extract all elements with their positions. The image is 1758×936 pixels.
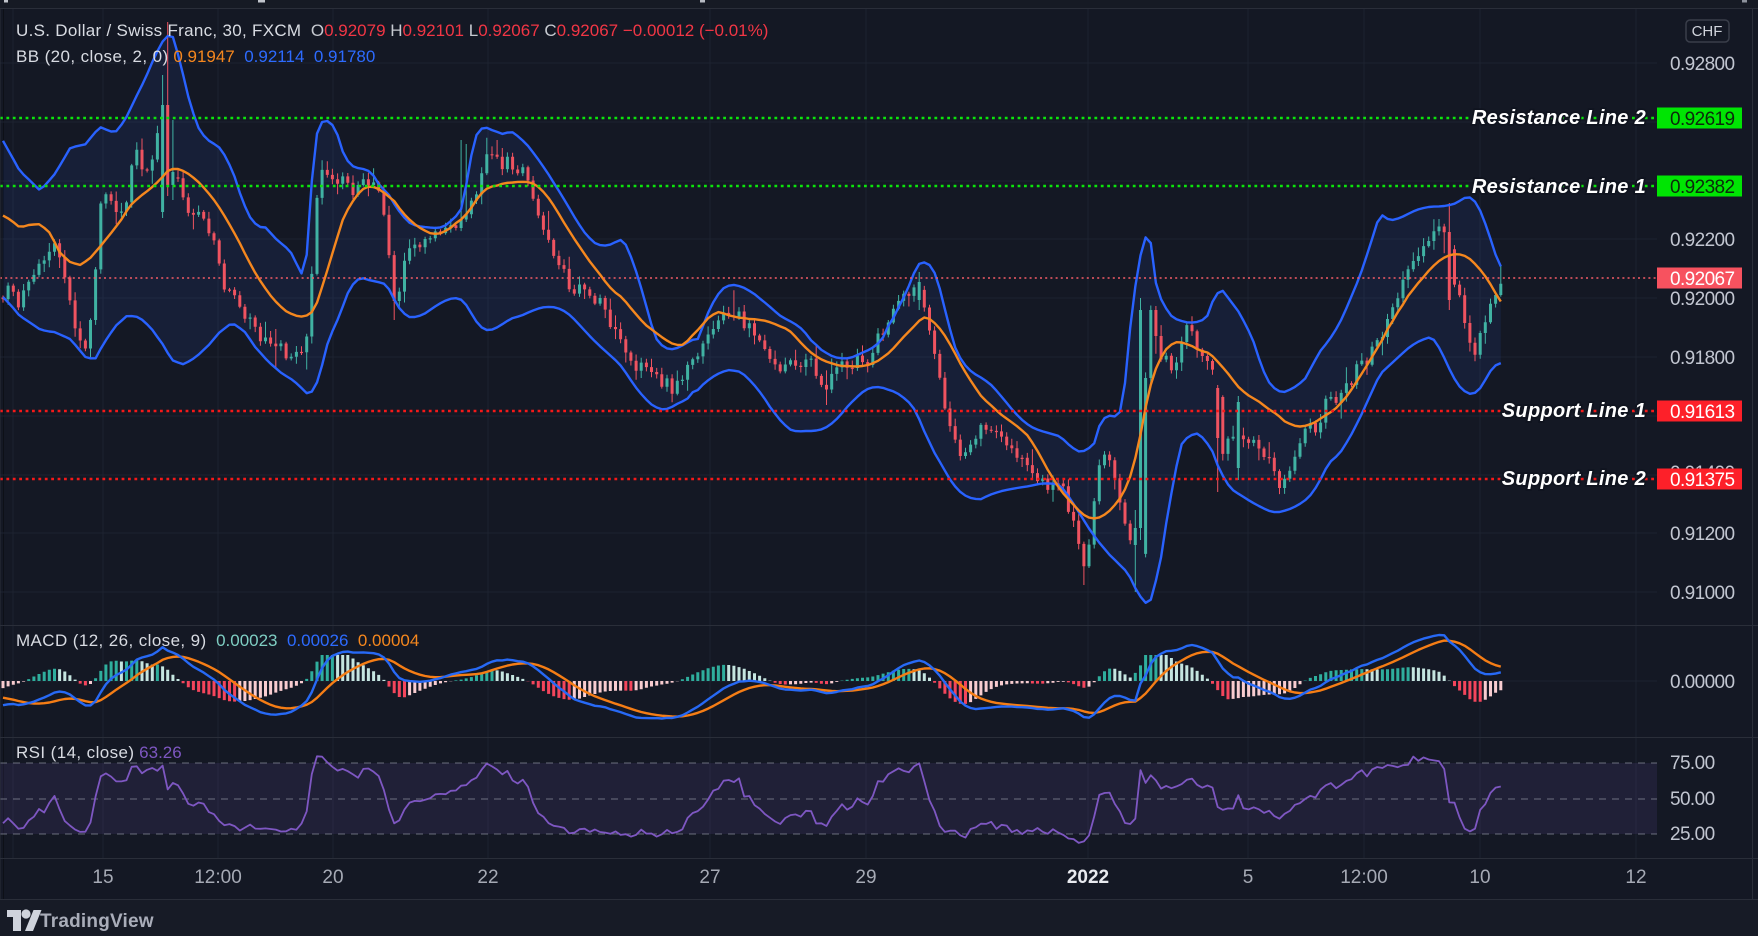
svg-text:0.91200: 0.91200 xyxy=(1670,524,1735,545)
svg-text:0.92800: 0.92800 xyxy=(1670,54,1735,75)
svg-text:2022: 2022 xyxy=(1067,867,1109,888)
svg-text:75.00: 75.00 xyxy=(1670,753,1715,774)
svg-text:5: 5 xyxy=(1243,867,1254,888)
svg-text:0.92382: 0.92382 xyxy=(1670,177,1735,198)
svg-text:Resistance Line 1: Resistance Line 1 xyxy=(1472,176,1646,198)
svg-text:12: 12 xyxy=(1625,867,1646,888)
svg-text:22: 22 xyxy=(477,867,498,888)
svg-text:U.S. Dollar / Swiss Franc, 30,: U.S. Dollar / Swiss Franc, 30, FXCM O0.9… xyxy=(16,21,768,40)
svg-text:Support Line 2: Support Line 2 xyxy=(1502,468,1646,490)
svg-text:TradingView: TradingView xyxy=(40,911,154,932)
svg-text:12:00: 12:00 xyxy=(194,867,242,888)
svg-text:0.91613: 0.91613 xyxy=(1670,402,1735,423)
svg-text:BB (20, close, 2, 0) 0.91947: BB (20, close, 2, 0) 0.91947 0.92114 0.9… xyxy=(16,47,375,66)
svg-text:0.92200: 0.92200 xyxy=(1670,230,1735,251)
svg-text:0.91375: 0.91375 xyxy=(1670,470,1735,491)
svg-text:0.92619: 0.92619 xyxy=(1670,109,1735,130)
svg-text:0.91000: 0.91000 xyxy=(1670,583,1735,604)
svg-text:0.92067: 0.92067 xyxy=(1670,269,1735,290)
svg-text:20: 20 xyxy=(322,867,343,888)
svg-text:0.92000: 0.92000 xyxy=(1670,289,1735,310)
svg-text:0.91800: 0.91800 xyxy=(1670,348,1735,369)
svg-text:Resistance Line 2: Resistance Line 2 xyxy=(1472,107,1646,129)
svg-text:12:00: 12:00 xyxy=(1340,867,1388,888)
svg-text:10: 10 xyxy=(1469,867,1490,888)
svg-text:15: 15 xyxy=(92,867,113,888)
svg-text:50.00: 50.00 xyxy=(1670,789,1715,810)
svg-text:Support Line 1: Support Line 1 xyxy=(1502,400,1646,422)
svg-text:25.00: 25.00 xyxy=(1670,824,1715,845)
svg-text:29: 29 xyxy=(855,867,876,888)
svg-text:27: 27 xyxy=(699,867,720,888)
svg-text:RSI (14, close) 63.26: RSI (14, close) 63.26 xyxy=(16,743,182,762)
svg-text:CHF: CHF xyxy=(1692,23,1723,40)
svg-text:0.00000: 0.00000 xyxy=(1670,672,1735,693)
svg-text:MACD (12, 26, close, 9) 0.000: MACD (12, 26, close, 9) 0.00023 0.00026 … xyxy=(16,631,419,650)
